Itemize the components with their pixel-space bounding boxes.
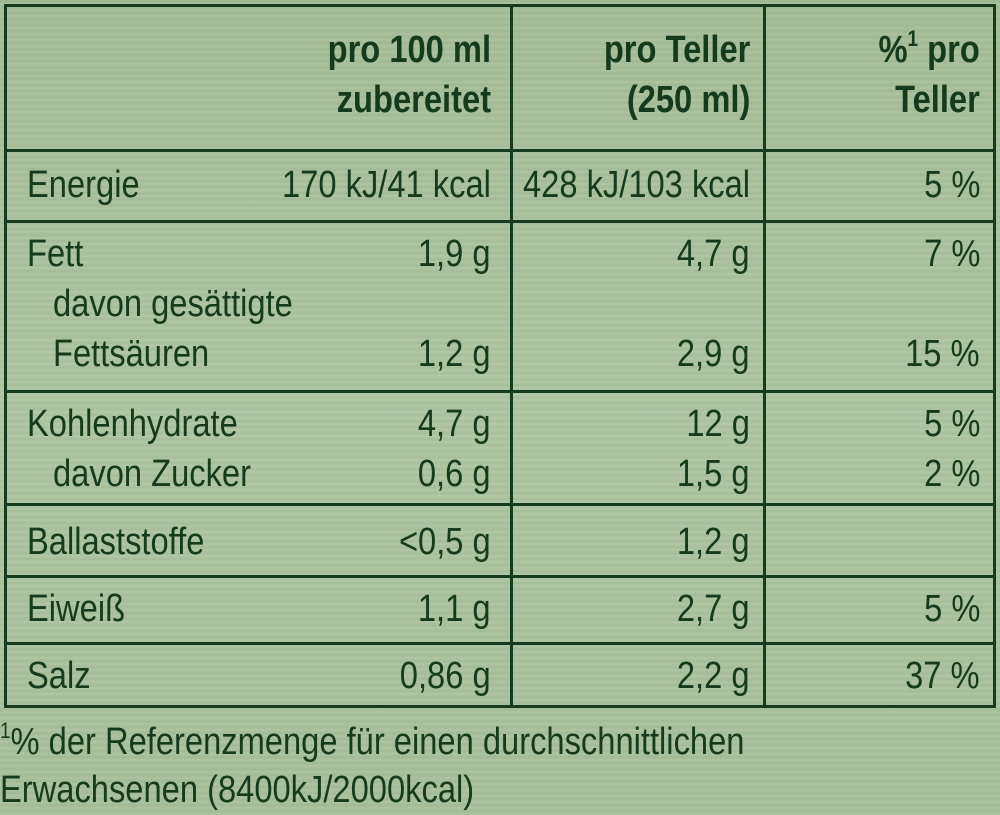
row-label-salz: Salz [27, 655, 91, 697]
header-percent-line1: %1 pro [878, 26, 980, 72]
header-per100: pro 100 ml zubereitet [328, 25, 491, 125]
row-divider [7, 503, 993, 506]
row-divider [7, 149, 993, 152]
value-zucker-per-plate: 1,5 g [677, 453, 750, 495]
column-divider [510, 7, 513, 705]
value-zucker-percent: 2 % [923, 453, 980, 495]
header-per100-line2: zubereitet [336, 79, 491, 121]
nutrition-table: pro 100 ml zubereitet pro Teller (250 ml… [4, 4, 996, 708]
footnote-line1: 1% der Referenzmenge für einen durchschn… [0, 718, 745, 764]
value-salz-per-plate: 2,2 g [677, 655, 750, 697]
value-eiweiss-per-plate: 2,7 g [677, 588, 750, 630]
row-label-eiweiss: Eiweiß [27, 588, 126, 630]
header-per100-line1: pro 100 ml [327, 29, 491, 71]
value-salz-per100: 0,86 g [400, 655, 491, 697]
header-per-plate-line2: (250 ml) [626, 79, 750, 121]
value-zucker-per100: 0,6 g [418, 453, 491, 495]
row-label-ballaststoffe: Ballaststoffe [27, 521, 205, 563]
header-percent-line2: Teller [895, 79, 980, 121]
row-label-energie: Energie [27, 164, 140, 206]
header-percent: %1 pro Teller [879, 25, 980, 125]
row-label-zucker: davon Zucker [53, 453, 252, 495]
value-fettsaeuren-per100: 1,2 g [418, 333, 491, 375]
value-fettsaeuren-percent: 15 % [905, 333, 980, 375]
value-eiweiss-percent: 5 % [923, 588, 980, 630]
value-kohlenhydrate-per-plate: 12 g [686, 403, 750, 445]
row-label-fett: Fett [27, 233, 84, 275]
row-label-kohlenhydrate: Kohlenhydrate [27, 403, 238, 445]
value-fettsaeuren-per-plate: 2,9 g [677, 333, 750, 375]
row-label-fettsaeuren-line1: davon gesättigte [53, 283, 293, 325]
value-fett-per-plate: 4,7 g [677, 233, 750, 275]
value-salz-percent: 37 % [905, 655, 980, 697]
header-per-plate-line1: pro Teller [603, 29, 750, 71]
footnote: 1% der Referenzmenge für einen durchschn… [0, 718, 744, 814]
row-divider [7, 575, 993, 578]
column-divider [763, 7, 766, 705]
header-per-plate: pro Teller (250 ml) [604, 25, 750, 125]
value-eiweiss-per100: 1,1 g [418, 588, 491, 630]
row-divider [7, 220, 993, 223]
value-energie-per-plate: 428 kJ/103 kcal [522, 164, 750, 206]
row-divider [7, 642, 993, 645]
value-ballaststoffe-per100: <0,5 g [399, 521, 491, 563]
value-energie-percent: 5 % [923, 164, 980, 206]
value-ballaststoffe-per-plate: 1,2 g [677, 521, 750, 563]
value-kohlenhydrate-percent: 5 % [923, 403, 980, 445]
value-fett-per100: 1,9 g [418, 233, 491, 275]
row-divider [7, 390, 993, 393]
footnote-line2: Erwachsenen (8400kJ/2000kcal) [0, 769, 475, 811]
value-kohlenhydrate-per100: 4,7 g [418, 403, 491, 445]
value-energie-per100: 170 kJ/41 kcal [282, 164, 491, 206]
row-label-fettsaeuren-line2: Fettsäuren [53, 333, 210, 375]
value-fett-percent: 7 % [923, 233, 980, 275]
